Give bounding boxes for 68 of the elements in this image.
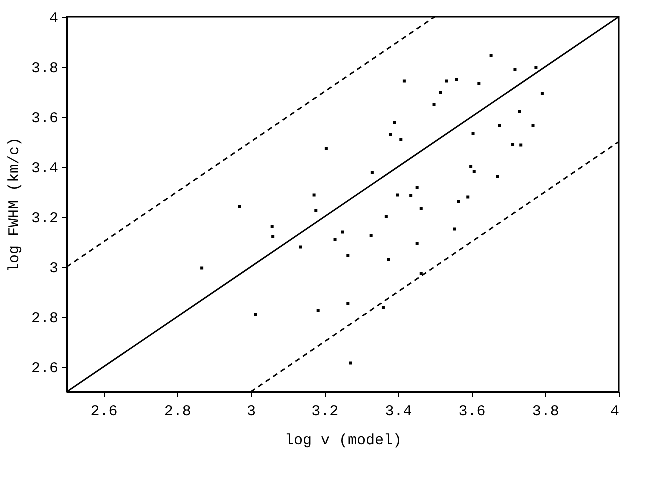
point: [512, 143, 515, 146]
point: [346, 254, 350, 257]
point: [532, 124, 535, 127]
point: [498, 124, 502, 127]
point: [396, 194, 400, 197]
x-tick-label: 2.8: [164, 404, 192, 420]
point: [389, 134, 392, 136]
x-tick-label: 4: [610, 404, 620, 420]
x-tick-label: 3.8: [532, 404, 560, 420]
point: [370, 171, 374, 174]
point: [334, 238, 337, 241]
point: [540, 92, 544, 96]
point: [470, 165, 473, 168]
point: [200, 266, 204, 270]
x-tick-label: 2.6: [90, 404, 118, 420]
point: [400, 138, 403, 142]
point: [514, 68, 517, 71]
point: [270, 226, 274, 228]
y-tick-label: 3.2: [31, 210, 58, 228]
point: [393, 121, 396, 124]
point: [416, 186, 419, 190]
x-tick-label: 3.6: [458, 404, 486, 420]
point: [520, 144, 523, 147]
point: [272, 236, 275, 238]
x-tick-label: 3: [246, 404, 256, 420]
x-tick-label: 3.2: [312, 404, 339, 420]
point: [472, 170, 476, 173]
x-axis-title: log v (model): [284, 432, 402, 450]
point: [439, 91, 442, 94]
point: [341, 230, 344, 234]
point: [457, 200, 460, 203]
point: [254, 314, 258, 316]
point: [349, 362, 352, 365]
y-tick-label: 2.6: [31, 360, 58, 378]
point: [416, 242, 419, 246]
point: [518, 110, 522, 114]
y-tick-label: 3: [49, 260, 58, 278]
x-tick-label: 3.4: [385, 404, 412, 420]
point: [324, 148, 328, 150]
point: [238, 205, 242, 208]
point: [466, 196, 470, 199]
y-tick-label: 4: [49, 10, 58, 28]
y-axis-title: log FWHM (km/c): [6, 137, 24, 273]
y-tick-label: 3.4: [31, 160, 58, 178]
y-tick-label: 3.6: [31, 110, 58, 128]
point: [370, 234, 373, 237]
point: [496, 175, 500, 178]
point: [299, 246, 302, 249]
point: [453, 228, 456, 231]
point: [382, 306, 385, 310]
point: [387, 258, 390, 261]
y-tick-label: 3.8: [31, 60, 58, 78]
point: [490, 54, 493, 58]
point: [420, 207, 423, 210]
point: [478, 82, 481, 85]
point: [432, 104, 436, 106]
point: [455, 78, 458, 82]
point: [312, 194, 316, 197]
point: [346, 302, 350, 306]
point: [410, 194, 413, 198]
point: [402, 80, 406, 83]
point: [472, 132, 475, 136]
point: [384, 215, 388, 218]
y-tick-label: 2.8: [31, 310, 58, 328]
point: [534, 66, 538, 69]
point: [445, 80, 448, 83]
point: [316, 309, 320, 312]
point: [314, 209, 318, 212]
